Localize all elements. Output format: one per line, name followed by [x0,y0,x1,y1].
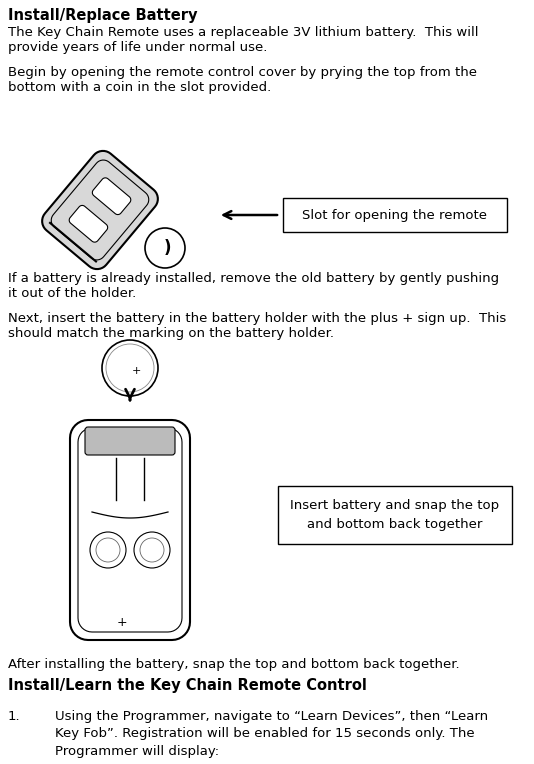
Text: +: + [117,616,127,629]
FancyBboxPatch shape [85,427,175,455]
Text: Next, insert the battery in the battery holder with the plus + sign up.  This
sh: Next, insert the battery in the battery … [8,312,506,340]
Polygon shape [42,151,158,269]
Polygon shape [51,160,149,260]
Text: Begin by opening the remote control cover by prying the top from the
bottom with: Begin by opening the remote control cove… [8,66,477,94]
Text: +: + [131,366,140,376]
Circle shape [96,538,120,562]
Circle shape [106,344,154,392]
Text: The Key Chain Remote uses a replaceable 3V lithium battery.  This will
provide y: The Key Chain Remote uses a replaceable … [8,26,478,54]
Text: Install/Replace Battery: Install/Replace Battery [8,8,198,23]
FancyBboxPatch shape [283,198,507,232]
Text: Insert battery and snap the top
and bottom back together: Insert battery and snap the top and bott… [290,499,500,531]
FancyBboxPatch shape [278,486,512,544]
Polygon shape [92,178,131,215]
Circle shape [90,532,126,568]
Polygon shape [70,420,190,640]
Text: If a battery is already installed, remove the old battery by gently pushing
it o: If a battery is already installed, remov… [8,272,499,300]
Circle shape [102,340,158,396]
Text: ): ) [163,239,171,257]
Circle shape [145,228,185,268]
Text: Slot for opening the remote: Slot for opening the remote [302,209,488,222]
Circle shape [134,532,170,568]
Text: After installing the battery, snap the top and bottom back together.: After installing the battery, snap the t… [8,658,460,671]
Text: 1.: 1. [8,710,21,723]
Polygon shape [69,206,108,242]
Text: Using the Programmer, navigate to “Learn Devices”, then “Learn
Key Fob”. Registr: Using the Programmer, navigate to “Learn… [55,710,488,758]
Polygon shape [78,428,182,632]
Circle shape [140,538,164,562]
Text: Install/Learn the Key Chain Remote Control: Install/Learn the Key Chain Remote Contr… [8,678,367,693]
